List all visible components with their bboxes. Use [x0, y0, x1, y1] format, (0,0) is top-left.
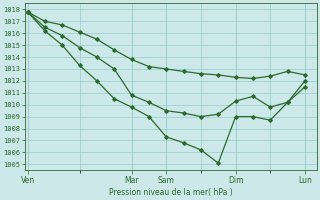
X-axis label: Pression niveau de la mer( hPa ): Pression niveau de la mer( hPa ) — [109, 188, 232, 197]
